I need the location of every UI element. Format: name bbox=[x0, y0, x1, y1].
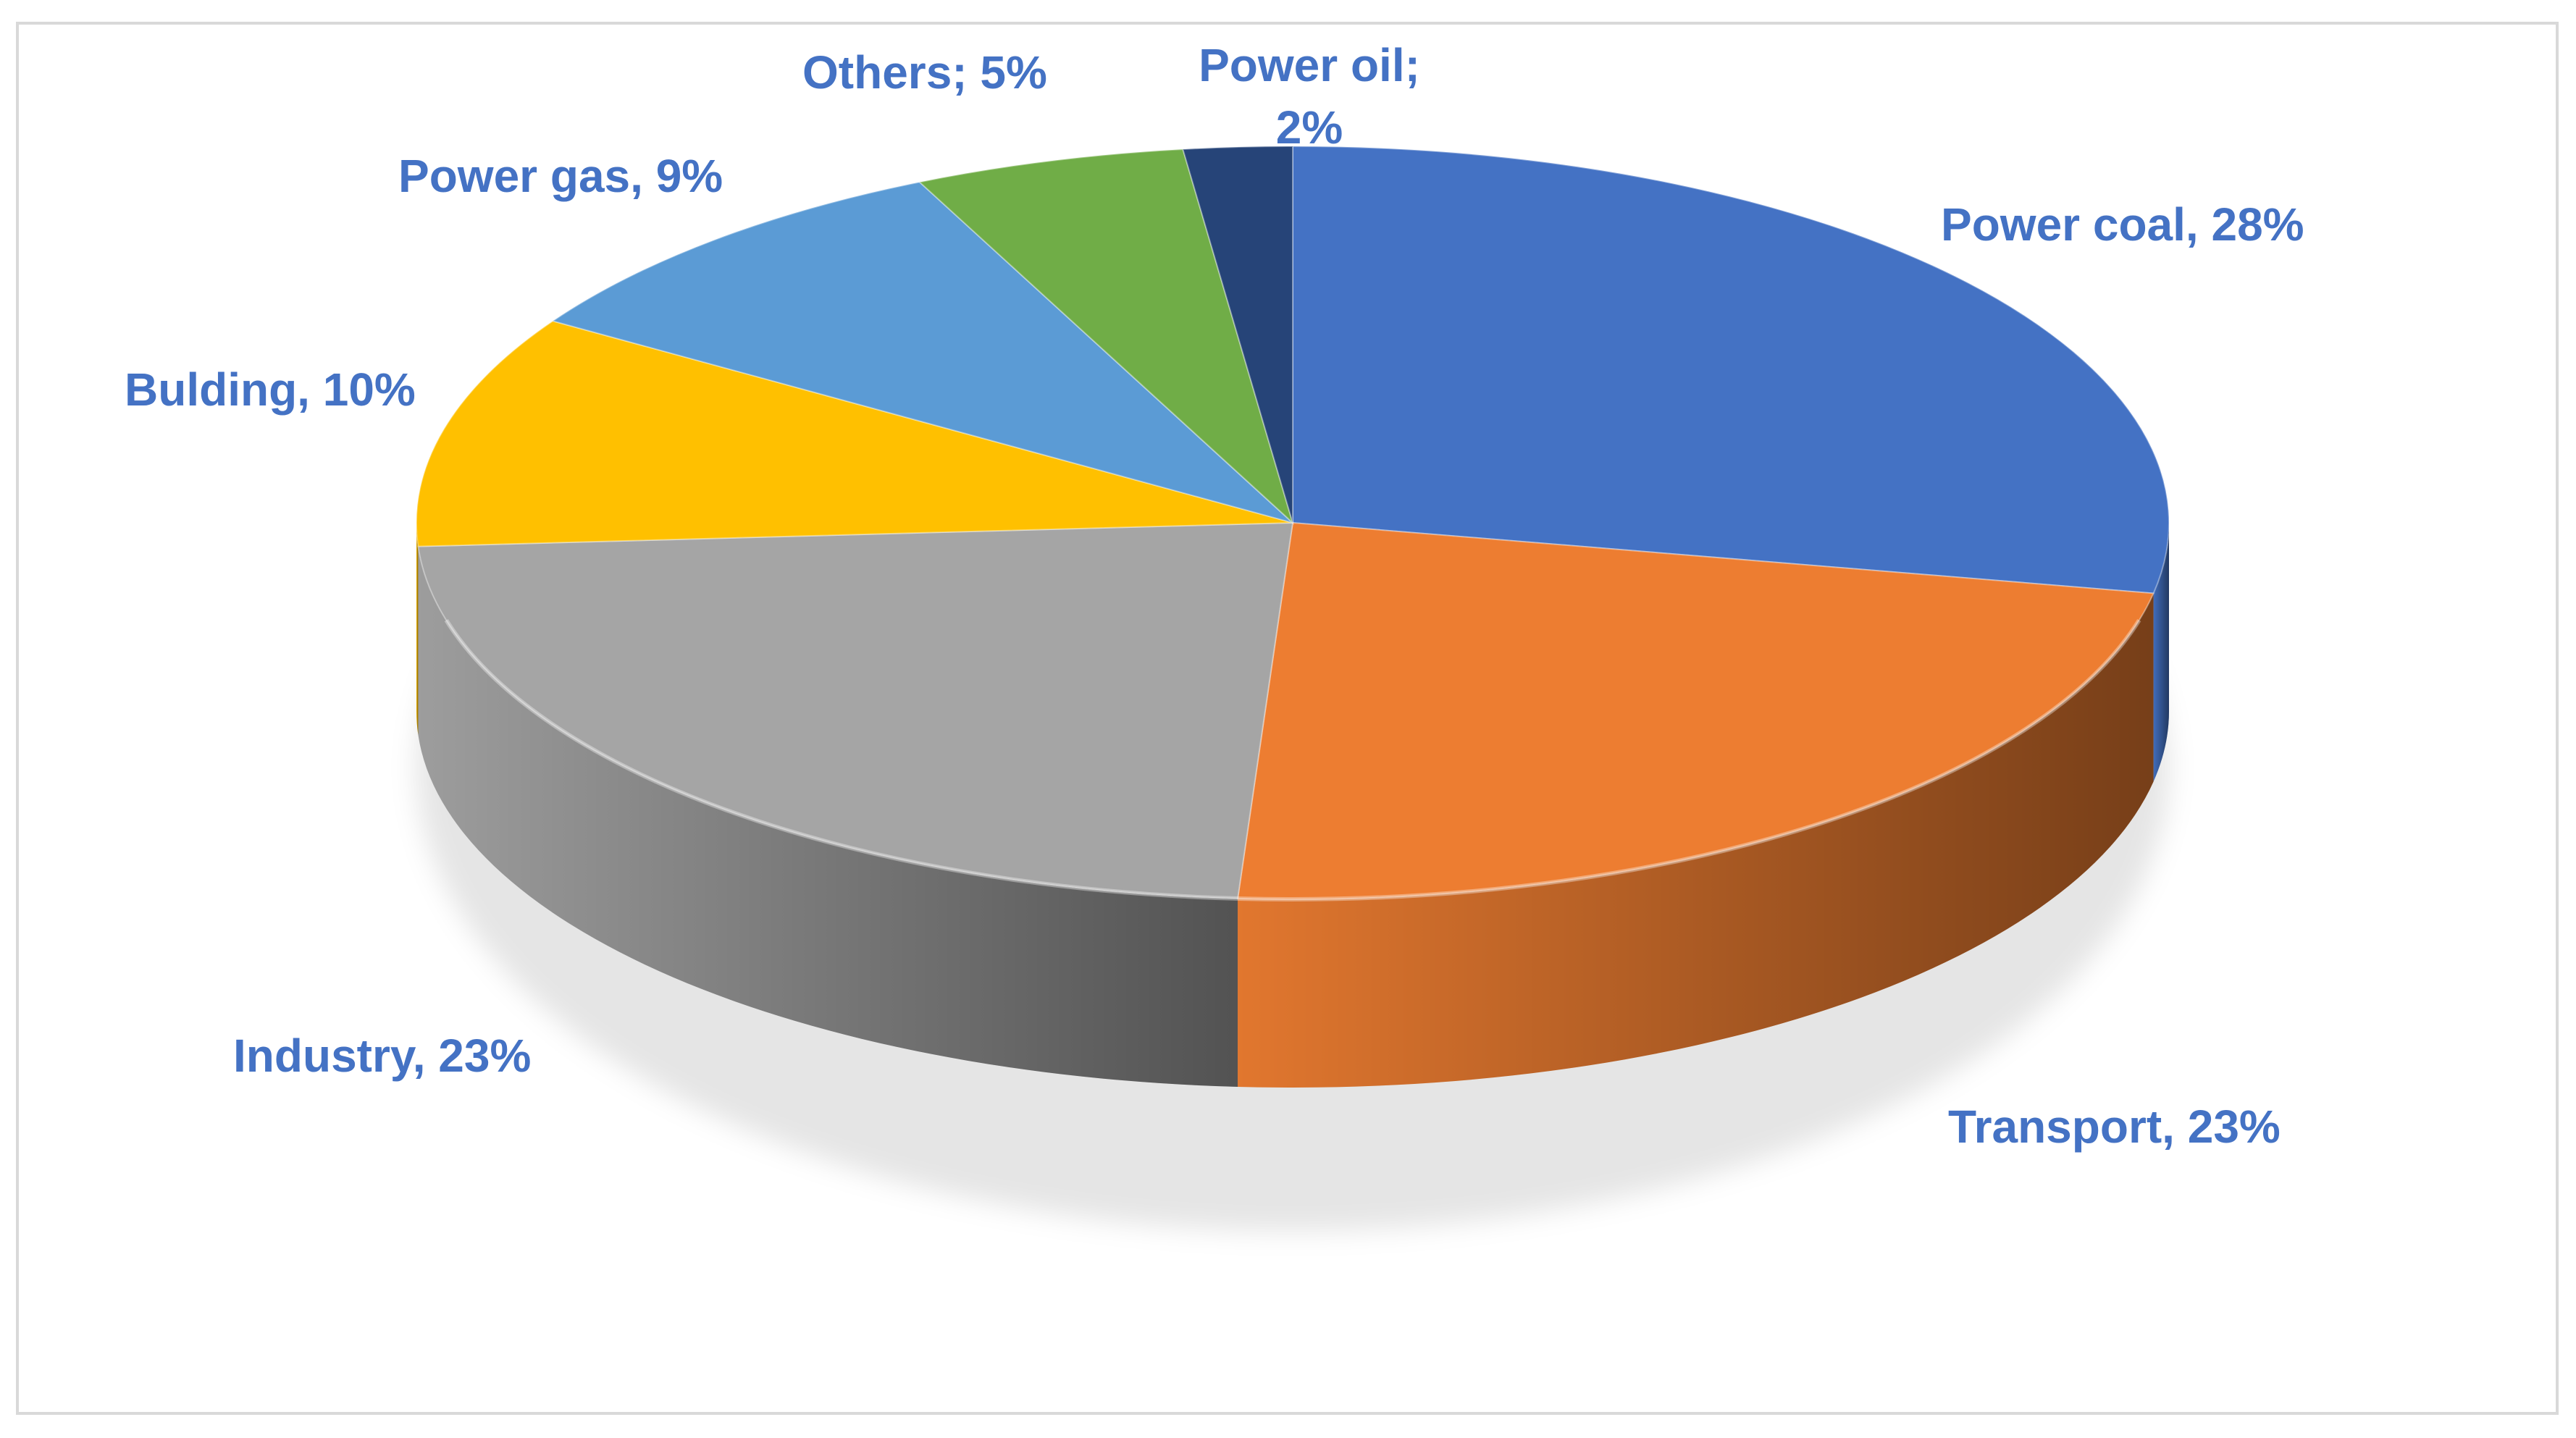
data-label-power-oil: Power oil; 2% bbox=[1199, 39, 1420, 154]
pie-slice-power-coal bbox=[1292, 145, 2170, 594]
pie-slice-power-oil bbox=[1182, 145, 1293, 524]
pie-slice-industry bbox=[417, 521, 1294, 899]
pie-slice-transport bbox=[1236, 521, 2155, 900]
data-label-others: Others; 5% bbox=[802, 46, 1047, 98]
pie-slice-power-gas bbox=[550, 181, 1293, 524]
pie-side-shade-industry bbox=[418, 546, 1238, 1087]
data-label-bulding: Bulding, 10% bbox=[125, 363, 416, 416]
data-label-power-gas: Power gas, 9% bbox=[398, 150, 723, 202]
data-label-transport: Transport, 23% bbox=[1948, 1101, 2281, 1153]
data-label-industry: Industry, 23% bbox=[233, 1030, 531, 1082]
pie-side-shade-bulding bbox=[416, 523, 419, 735]
pie-side-shade-power-coal bbox=[2153, 523, 2169, 782]
pie-slice-others bbox=[918, 148, 1294, 526]
pie-slice-bulding bbox=[416, 320, 1293, 547]
pie-side-shade-transport bbox=[1238, 593, 2154, 1088]
pie-rim-highlight bbox=[444, 618, 2141, 901]
data-label-power-coal: Power coal, 28% bbox=[1941, 198, 2304, 251]
